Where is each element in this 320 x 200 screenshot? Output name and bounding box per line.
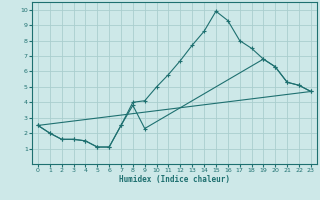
X-axis label: Humidex (Indice chaleur): Humidex (Indice chaleur) <box>119 175 230 184</box>
